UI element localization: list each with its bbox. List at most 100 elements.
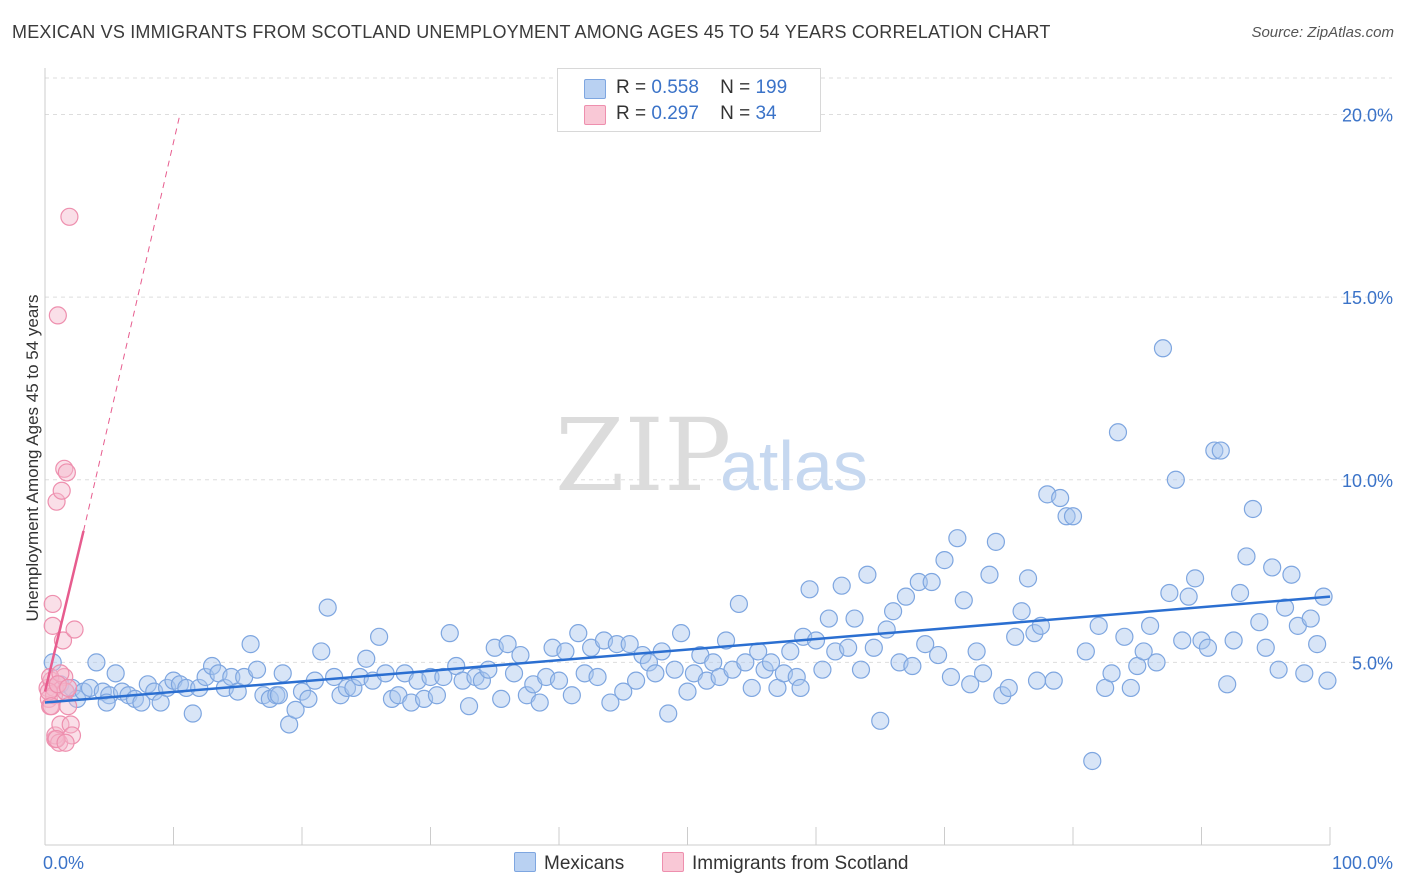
mexicans-points <box>43 339 1337 771</box>
mexicans-point <box>948 529 967 548</box>
legend-r-label: R = <box>616 103 647 124</box>
mexicans-point <box>299 689 318 709</box>
mexicans-point <box>1295 664 1314 683</box>
mexicans-point <box>1108 423 1128 442</box>
mexicans-point <box>1301 609 1320 628</box>
scotland-points <box>38 207 84 752</box>
mexicans-trend-line <box>44 595 1331 704</box>
mexicans-point <box>1243 499 1263 519</box>
mexicans-point <box>1173 631 1192 650</box>
legend-r-value-scotland: 0.297 <box>651 103 699 124</box>
scotland-point <box>52 481 71 500</box>
mexicans-point <box>286 700 305 719</box>
mexicans-point <box>716 631 736 650</box>
mexicans-point <box>138 675 157 694</box>
mexicans-point <box>999 678 1018 698</box>
bottom-legend-mexicans: Mexicans <box>514 852 624 875</box>
correlation-legend: R = 0.558 N = 199 R = 0.297 N = 34 <box>557 68 821 132</box>
mexicans-point <box>736 653 755 672</box>
scotland-point <box>62 726 82 745</box>
mexicans-point <box>941 667 961 687</box>
mexicans-point <box>961 675 980 694</box>
mexicans-point <box>273 664 292 683</box>
mexicans-point <box>909 572 928 592</box>
mexicans-point <box>742 678 761 698</box>
legend-n-value-mexicans: 199 <box>755 77 788 98</box>
mexicans-point <box>1006 627 1025 646</box>
scotland-trend-line <box>43 530 85 692</box>
mexicans-point <box>344 678 363 698</box>
mexicans-point <box>903 656 922 676</box>
mexicans-point <box>916 635 935 654</box>
mexicans-point <box>459 697 479 716</box>
mexicans-point <box>504 664 524 683</box>
scotland-point <box>48 675 67 694</box>
mexicans-point <box>659 704 678 723</box>
mexicans-point <box>791 678 810 698</box>
mexicans-point <box>337 678 357 698</box>
mexicans-point <box>1083 751 1102 771</box>
mexicans-point <box>588 667 607 687</box>
mexicans-point <box>1308 635 1327 654</box>
mexicans-point <box>1160 583 1179 603</box>
mexicans-point <box>896 587 916 606</box>
mexicans-point <box>1179 587 1198 606</box>
mexicans-point <box>427 686 447 705</box>
mexicans-point <box>1076 642 1095 661</box>
mexicans-point <box>1263 558 1282 577</box>
y-tick-label: 10.0% <box>1342 471 1393 491</box>
mexicans-point <box>1269 660 1288 679</box>
mexicans-point <box>440 624 459 643</box>
mexicans-point <box>1115 627 1134 646</box>
mexicans-point <box>787 667 806 687</box>
y-tick-label: 20.0% <box>1342 106 1393 126</box>
x-tick-label: 0.0% <box>43 853 84 873</box>
mexicans-point <box>1012 602 1031 621</box>
trend-lines <box>43 114 1331 704</box>
mexicans-point <box>1063 507 1083 526</box>
watermark-zip: ZIP <box>555 397 731 514</box>
mexicans-point <box>1237 547 1256 566</box>
scotland-point <box>51 664 70 683</box>
mexicans-point <box>1205 441 1224 460</box>
y-tick-label: 15.0% <box>1342 288 1393 308</box>
mexicans-point <box>1318 671 1337 690</box>
mexicans-point <box>671 624 691 643</box>
mexicans-point <box>864 638 883 657</box>
bottom-legend-scotland: Immigrants from Scotland <box>662 852 908 875</box>
mexicans-point <box>986 532 1006 551</box>
scotland-point <box>59 678 78 698</box>
legend-r-label: R = <box>616 77 647 98</box>
scotland-trend-extension <box>83 114 181 532</box>
mexicans-point <box>556 642 575 661</box>
mexicans-point <box>819 609 838 628</box>
mexicans-point <box>1282 565 1301 584</box>
mexicans-point <box>569 624 588 643</box>
mexicans-point <box>729 594 749 614</box>
mexicans-point <box>1224 631 1243 650</box>
legend-n-value-scotland: 34 <box>755 103 777 124</box>
y-tick-label: 5.0% <box>1352 653 1393 673</box>
mexicans-point <box>928 645 948 665</box>
mexicans-point <box>312 642 331 661</box>
mexicans-point <box>871 711 890 730</box>
mexicans-point <box>1089 616 1108 635</box>
mexicans-point <box>1198 638 1218 657</box>
mexicans-point <box>813 660 832 679</box>
mexicans-point <box>1166 470 1185 489</box>
mexicans-point <box>845 609 864 628</box>
mexicans-point <box>858 565 877 584</box>
mexicans-point <box>511 645 530 665</box>
mexicans-point <box>318 598 337 617</box>
legend-n-label: N = <box>720 103 751 124</box>
bottom-legend-swatch-scotland <box>662 852 684 872</box>
mexicans-point <box>839 638 858 657</box>
mexicans-point <box>1218 675 1237 694</box>
mexicans-point <box>993 686 1012 705</box>
mexicans-point <box>851 660 871 679</box>
watermark-atlas: atlas <box>720 427 868 505</box>
mexicans-point <box>549 671 569 690</box>
legend-r-value-mexicans: 0.558 <box>651 77 699 98</box>
mexicans-point <box>498 635 517 654</box>
mexicans-point <box>665 660 684 679</box>
